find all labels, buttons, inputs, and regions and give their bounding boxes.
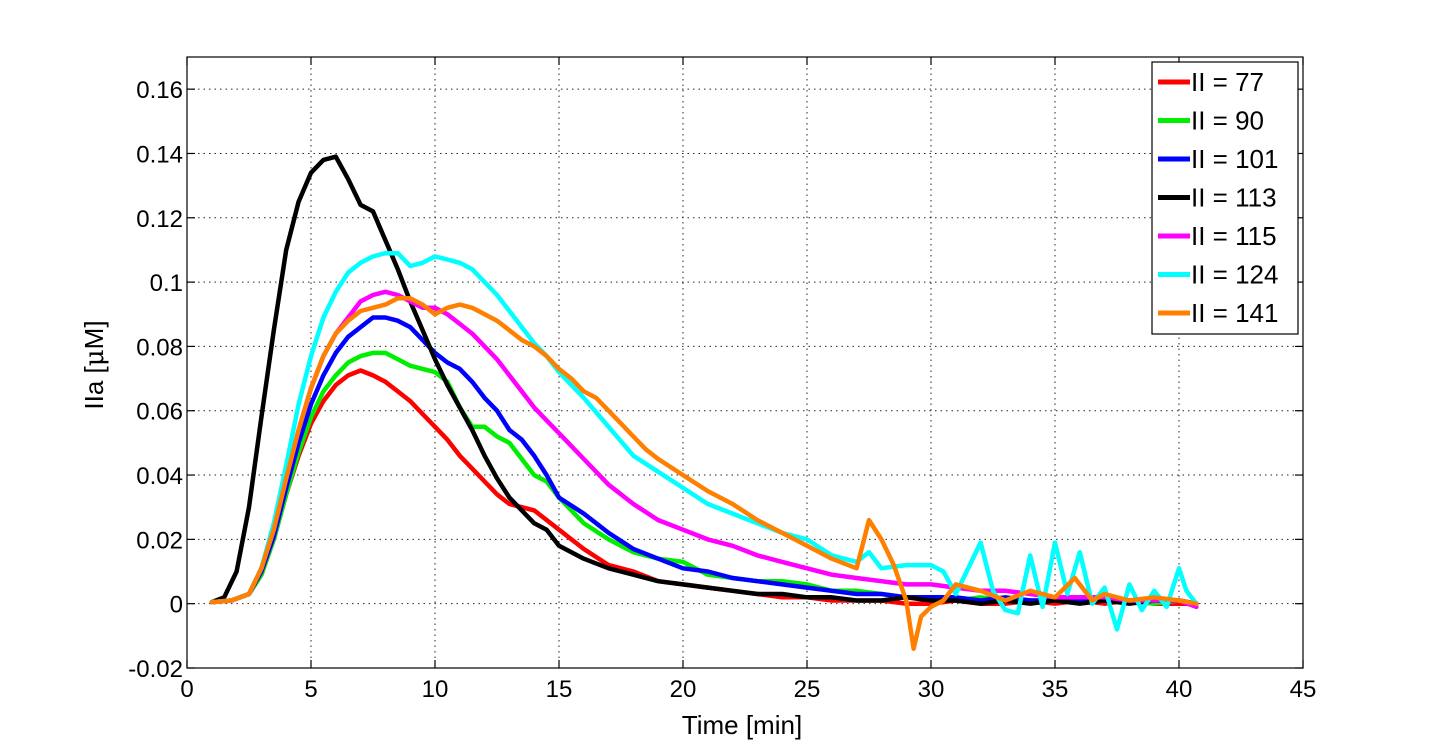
x-tick-label: 5	[304, 676, 317, 703]
series-line-ii-141	[209, 295, 1199, 651]
y-tick-label: 0.02	[136, 527, 183, 554]
y-axis-label-main: IIa [	[79, 365, 109, 409]
x-tick-label: 35	[1042, 676, 1069, 703]
y-tick-label: 0.16	[136, 77, 183, 104]
y-tick-label: 0.1	[150, 270, 183, 297]
y-tick-label: 0	[170, 592, 183, 619]
axis-ticks	[186, 57, 1304, 669]
y-tick-label: 0.14	[136, 141, 183, 168]
series-line-ii-113	[209, 154, 1199, 606]
series-line-ii-101	[209, 315, 1199, 606]
x-tick-label: 10	[422, 676, 449, 703]
y-tick-label: 0.04	[136, 463, 183, 490]
legend: II = 77 II = 90 II = 101 II = 113 II = 115 II…	[1151, 61, 1299, 335]
y-axis-label-mu: μ	[80, 349, 110, 366]
series-lines	[209, 154, 1199, 651]
x-tick-label: 40	[1166, 676, 1193, 703]
x-tick-label: 45	[1290, 676, 1317, 703]
y-tick-label: 0.08	[136, 334, 183, 361]
y-tick-label: 0.06	[136, 399, 183, 426]
legend-entry-ii-77: II = 77	[1191, 67, 1264, 97]
x-axis-label: Time [min]	[682, 710, 802, 740]
y-tick-label: -0.02	[128, 656, 183, 683]
x-tick-label: 0	[180, 676, 193, 703]
legend-entry-ii-141: II = 141	[1191, 298, 1278, 328]
x-tick-label: 30	[918, 676, 945, 703]
y-axis-label: IIa [μM]	[79, 320, 110, 409]
y-tick-label: 0.12	[136, 206, 183, 233]
legend-entry-ii-124: II = 124	[1191, 260, 1278, 290]
plot-area-frame	[186, 56, 1304, 669]
y-tick-labels: -0.02 0 0.02 0.04 0.06 0.08 0.1 0.12 0.14 0.16	[128, 77, 183, 683]
x-tick-labels: 0 5 10 15 20 25 30 35 40 45	[180, 676, 1316, 703]
x-tick-label: 20	[670, 676, 697, 703]
x-tick-label: 25	[794, 676, 821, 703]
legend-entry-ii-101: II = 101	[1191, 144, 1278, 174]
legend-entry-ii-115: II = 115	[1191, 221, 1277, 251]
x-tick-label: 15	[546, 676, 573, 703]
legend-entry-ii-113: II = 113	[1191, 183, 1277, 213]
y-axis-label-unit: M]	[79, 320, 109, 349]
legend-entry-ii-90: II = 90	[1191, 106, 1264, 136]
